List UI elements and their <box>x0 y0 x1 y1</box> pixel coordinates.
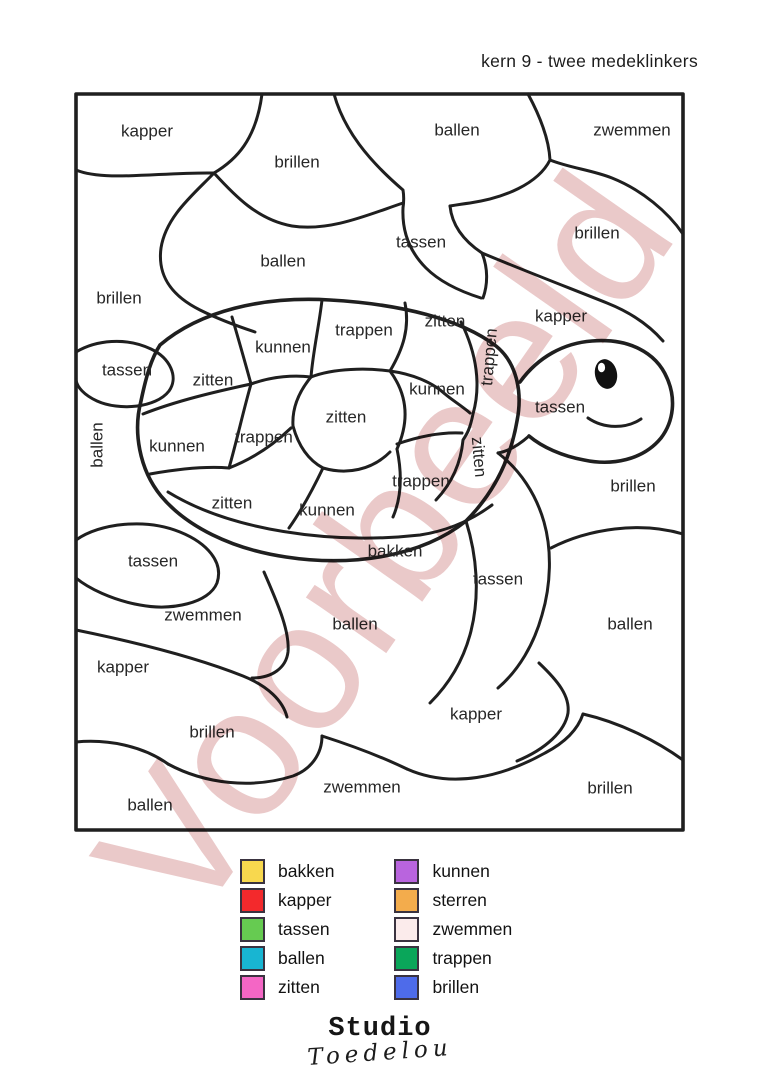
legend-row: brillen <box>394 974 512 1000</box>
region-label: zitten <box>326 408 367 427</box>
region-label: ballen <box>127 796 172 815</box>
region-label: brillen <box>574 224 619 243</box>
turtle-eye-highlight <box>597 362 606 373</box>
color-legend: bakken kapper tassen ballen zitten kunnen ster… <box>240 858 512 1000</box>
legend-swatch <box>240 974 265 1000</box>
legend-swatch <box>240 858 265 884</box>
region-label: zitten <box>468 436 490 478</box>
region-label: ballen <box>332 615 377 634</box>
region-label: zitten <box>425 312 466 331</box>
region-label: tassen <box>128 552 178 571</box>
region-label: kunnen <box>299 501 355 520</box>
region-label: ballen <box>260 252 305 271</box>
legend-label: zitten <box>278 976 320 997</box>
turtle-eye <box>594 359 618 389</box>
region-label: kunnen <box>409 380 465 399</box>
legend-swatch <box>240 887 265 913</box>
region-label: brillen <box>96 289 141 308</box>
legend-row: zitten <box>240 974 334 1000</box>
legend-row: ballen <box>240 945 334 971</box>
region-label: ballen <box>607 615 652 634</box>
legend-swatch <box>240 945 265 971</box>
background-region-lines <box>74 92 685 785</box>
region-label: brillen <box>189 723 234 742</box>
legend-label: bakken <box>278 860 335 881</box>
turtle-head-outline <box>518 338 675 464</box>
region-label: brillen <box>587 779 632 798</box>
region-label: kapper <box>535 307 587 326</box>
legend-label: ballen <box>278 947 325 968</box>
region-label: zwemmen <box>164 606 241 625</box>
legend-swatch <box>394 858 420 884</box>
legend-swatch <box>394 974 420 1000</box>
region-label: tassen <box>535 398 585 417</box>
legend-swatch <box>240 916 265 942</box>
region-label: trappen <box>477 327 501 386</box>
region-label: ballen <box>88 422 107 467</box>
legend-row: sterren <box>394 887 512 913</box>
legend-label: kunnen <box>432 860 490 881</box>
legend-column: kunnen sterren zwemmen trappen brillen <box>394 858 512 1000</box>
region-label: trappen <box>235 428 293 447</box>
legend-row: bakken <box>240 858 334 884</box>
region-label: kunnen <box>255 338 311 357</box>
region-label: trappen <box>392 472 450 491</box>
region-label: tassen <box>396 233 446 252</box>
logo-line-studio: Studio <box>328 1014 432 1044</box>
legend-row: kunnen <box>394 858 512 884</box>
legend-row: tassen <box>240 916 334 942</box>
picture-border <box>74 92 685 832</box>
region-label: kapper <box>121 122 173 141</box>
region-label: ballen <box>434 121 479 140</box>
legend-row: trappen <box>394 945 512 971</box>
legend-swatch <box>394 916 420 942</box>
legend-label: zwemmen <box>432 918 513 939</box>
turtle <box>135 297 675 705</box>
region-label: tassen <box>102 361 152 380</box>
region-label: kapper <box>450 705 502 724</box>
legend-label: brillen <box>432 976 480 997</box>
turtle-shell-outline <box>135 297 521 563</box>
legend-label: kapper <box>278 889 332 910</box>
page-title: kern 9 - twee medeklinkers <box>481 51 698 71</box>
legend-column: bakken kapper tassen ballen zitten <box>240 858 334 1000</box>
legend-label: trappen <box>432 947 492 968</box>
region-label: zitten <box>212 494 253 513</box>
turtle-smile <box>586 416 643 428</box>
region-label: brillen <box>610 477 655 496</box>
region-label: zwemmen <box>593 121 670 140</box>
region-label: zwemmen <box>323 778 400 797</box>
studio-logo: Studio Toedelou <box>0 1014 760 1071</box>
legend-swatch <box>394 945 420 971</box>
region-label: trappen <box>335 321 393 340</box>
legend-label: tassen <box>278 918 330 939</box>
region-label: zitten <box>193 371 234 390</box>
region-label: brillen <box>274 153 319 172</box>
legend-label: sterren <box>432 889 487 910</box>
region-label: kapper <box>97 658 149 677</box>
region-labels: kapper brillen ballen zwemmen ballen tassen br… <box>88 121 671 815</box>
legend-row: zwemmen <box>394 916 512 942</box>
region-label: bakken <box>368 542 423 561</box>
legend-swatch <box>394 887 420 913</box>
region-label: kunnen <box>149 437 205 456</box>
legend-row: kapper <box>240 887 334 913</box>
region-label: tassen <box>473 570 523 589</box>
